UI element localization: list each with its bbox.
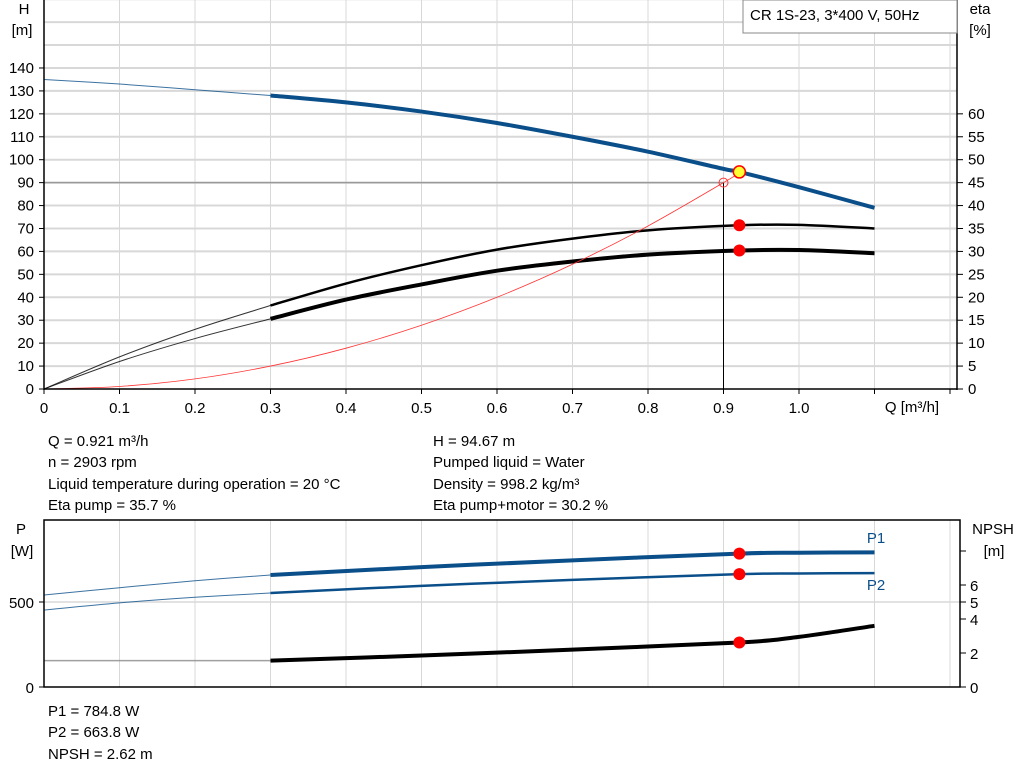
- y-tick-label: 100: [9, 152, 34, 169]
- axes: [39, 0, 966, 688]
- y-tick-label: 130: [9, 83, 34, 100]
- y2-tick-label: 30: [968, 243, 985, 260]
- curves: [43, 78, 876, 663]
- y-tick-label: 500: [9, 595, 34, 612]
- info-q: Q = 0.921 m³/h: [48, 433, 148, 450]
- info-temp: Liquid temperature during operation = 20…: [48, 476, 341, 493]
- x-tick-label: 1.0: [789, 400, 810, 417]
- y2-tick-label: 25: [968, 266, 985, 283]
- y2-tick-label: 0: [970, 680, 978, 697]
- power-info: P1 = 784.8 W P2 = 663.8 W NPSH = 2.62 m: [48, 703, 153, 763]
- y-tick-label: 110: [10, 129, 34, 146]
- info-liquid: Pumped liquid = Water: [433, 454, 585, 471]
- y-tick-label: 90: [17, 175, 34, 192]
- tick-labels: 0 0.1 0.2 0.3 0.4 0.5 0.6 0.7 0.8 0.9 1.0010203040…: [9, 60, 985, 697]
- info-p2: P2 = 663.8 W: [48, 724, 140, 741]
- info-p1: P1 = 784.8 W: [48, 703, 140, 720]
- p2-marker: [733, 568, 746, 581]
- x-tick-label: 0.3: [260, 400, 281, 417]
- power-plot-frame: [43, 519, 961, 688]
- p2-curve-extrapolated: [43, 592, 271, 611]
- info-eta-pump: Eta pump = 35.7 %: [48, 497, 176, 514]
- x-tick-label: 0.5: [411, 400, 432, 417]
- y2-tick-label: 55: [968, 129, 985, 146]
- duty-point-marker: [718, 177, 729, 188]
- x-tick-label: 0.7: [562, 400, 583, 417]
- p1-curve-extrapolated: [43, 574, 271, 596]
- info-eta-pump-motor: Eta pump+motor = 30.2 %: [433, 497, 608, 514]
- y-axis-label-h: H: [19, 1, 30, 18]
- eta-pump-curve: [270, 223, 875, 307]
- legend-title: CR 1S-23, 3*400 V, 50Hz: [750, 7, 920, 24]
- y2-tick-label: 6: [970, 578, 978, 595]
- y2-tick-label: 10: [968, 335, 985, 352]
- series-label-p1: P1: [867, 530, 885, 547]
- system-curve: [43, 172, 740, 390]
- info-h: H = 94.67 m: [433, 433, 515, 450]
- y2-tick-label: 2: [970, 646, 978, 663]
- eta-pump-marker: [733, 219, 746, 232]
- operating-point-marker: [732, 165, 747, 179]
- y2-tick-label: 35: [968, 220, 985, 237]
- y-tick-label: 30: [17, 312, 34, 329]
- y2-axis-unit-eta: [%]: [969, 22, 991, 39]
- grid-top: [44, 0, 957, 389]
- p2-curve: [270, 571, 875, 595]
- x-tick-label: 0.2: [185, 400, 206, 417]
- y-tick-label: 80: [17, 198, 34, 215]
- operating-info: Q = 0.921 m³/h n = 2903 rpm Liquid tempe…: [48, 433, 608, 514]
- y-axis-label-p: P: [16, 521, 26, 538]
- y-tick-label: 20: [17, 335, 34, 352]
- y2-axis-label-npsh: NPSH: [972, 521, 1014, 538]
- eta-pump-motor-curve-extrapolated: [43, 318, 271, 390]
- npsh-marker: [733, 636, 746, 649]
- p1-marker: [733, 547, 746, 560]
- y2-tick-label: 4: [970, 612, 978, 629]
- eta-pump-curve-extrapolated: [43, 305, 271, 390]
- y2-axis-unit-npsh: [m]: [984, 543, 1005, 560]
- y2-tick-label: 60: [968, 106, 985, 123]
- grid-bottom: [44, 520, 960, 687]
- head-curve: [270, 93, 876, 210]
- y2-tick-label: 5: [968, 358, 976, 375]
- y-tick-label: 0: [26, 680, 34, 697]
- y2-tick-label: 40: [968, 198, 985, 215]
- y-tick-label: 140: [9, 60, 34, 77]
- x-tick-label: 0.6: [487, 400, 508, 417]
- x-tick-label: 0: [40, 400, 48, 417]
- x-tick-label: 0.8: [638, 400, 659, 417]
- p1-curve: [270, 550, 875, 577]
- eta-pump-motor-curve: [270, 247, 875, 321]
- legend-box: [742, 0, 958, 34]
- y-tick-label: 120: [9, 106, 34, 123]
- y2-tick-label: 50: [968, 152, 985, 169]
- y-tick-label: 70: [17, 220, 34, 237]
- x-tick-label: 0.9: [713, 400, 734, 417]
- y-axis-unit-p: [W]: [11, 543, 34, 560]
- y2-tick-label: 15: [968, 312, 985, 329]
- y2-tick-label: 5: [970, 595, 978, 612]
- y-tick-label: 50: [17, 266, 34, 283]
- y2-tick-label: 45: [968, 175, 985, 192]
- head-curve-extrapolated: [43, 78, 271, 96]
- y-tick-label: 60: [17, 243, 34, 260]
- x-tick-label: 0.1: [109, 400, 130, 417]
- markers: [718, 165, 747, 649]
- y2-axis-label-eta: eta: [970, 1, 992, 18]
- series-label-p2: P2: [867, 577, 885, 594]
- npsh-curve: [270, 623, 875, 663]
- info-npsh: NPSH = 2.62 m: [48, 746, 153, 763]
- info-density: Density = 998.2 kg/m³: [433, 476, 579, 493]
- y-tick-label: 40: [17, 289, 34, 306]
- x-axis-label-q: Q [m³/h]: [885, 399, 939, 416]
- y-tick-label: 0: [26, 381, 34, 398]
- y2-tick-label: 0: [968, 381, 976, 398]
- eta-pump-motor-marker: [733, 244, 746, 257]
- y-tick-label: 10: [17, 358, 34, 375]
- info-n: n = 2903 rpm: [48, 454, 137, 471]
- x-tick-label: 0.4: [336, 400, 357, 417]
- y2-tick-label: 20: [968, 289, 985, 306]
- y-axis-unit-h: [m]: [12, 22, 33, 39]
